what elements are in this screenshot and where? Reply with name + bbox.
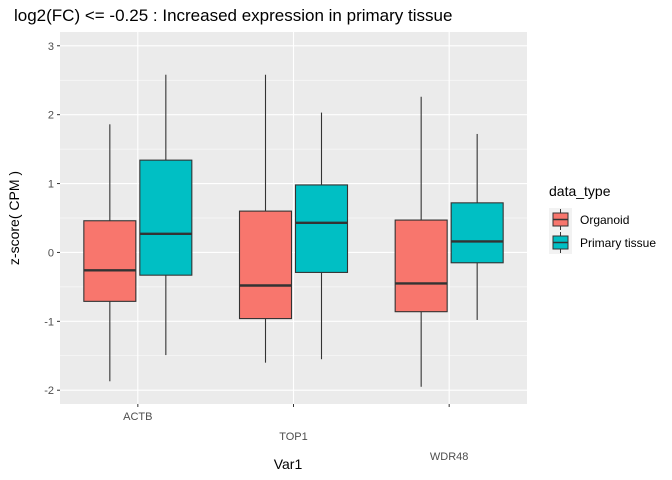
y-tick-label: 0	[48, 247, 54, 259]
legend-label: Organoid	[580, 213, 629, 227]
x-tick-label: WDR48	[430, 451, 469, 463]
x-tick-label: TOP1	[279, 431, 308, 443]
x-axis: ACTB TOP1 WDR48	[123, 404, 468, 463]
box-top1-primary-tissue	[294, 112, 349, 360]
y-axis-title: z-score( CPM )	[6, 171, 22, 265]
legend-key-organoid	[549, 208, 572, 231]
box-body	[238, 210, 293, 320]
gridlines	[60, 32, 527, 404]
box-actb-organoid	[83, 124, 137, 382]
x-axis-title: Var1	[274, 456, 303, 472]
legend-title: data_type	[549, 183, 611, 199]
y-tick-label: 3	[48, 41, 54, 53]
y-tick-label: 2	[48, 110, 54, 122]
y-tick-label: -1	[44, 316, 54, 328]
box-body	[294, 184, 349, 273]
box-wdr48-organoid	[394, 96, 448, 387]
boxes-layer	[83, 74, 504, 387]
box-wdr48-primary-tissue	[450, 133, 504, 320]
y-tick-label: -2	[44, 385, 54, 397]
box-body	[83, 220, 137, 302]
box-body	[139, 159, 193, 276]
y-axis: -2 -1 0 1 2 3	[44, 41, 60, 397]
box-top1-organoid	[238, 74, 293, 363]
legend: data_type Organoid Primary tissue	[549, 183, 656, 254]
box-actb-primary-tissue	[139, 74, 193, 356]
box-body	[394, 219, 448, 313]
y-tick-label: 1	[48, 179, 54, 191]
chart-title: log2(FC) <= -0.25 : Increased expression…	[14, 6, 452, 25]
legend-key-primary-tissue	[549, 231, 572, 254]
x-tick-label: ACTB	[123, 411, 152, 423]
box-body	[450, 202, 504, 264]
legend-label: Primary tissue	[580, 236, 656, 250]
